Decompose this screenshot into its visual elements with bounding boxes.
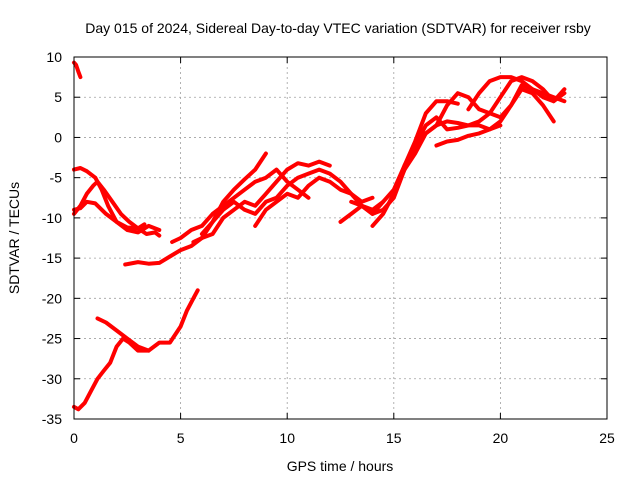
series-track-14 xyxy=(434,87,556,148)
series-track-8 xyxy=(199,167,375,236)
x-tick-label: 20 xyxy=(493,430,509,446)
series-track-6 xyxy=(170,167,311,244)
y-tick-label: -20 xyxy=(42,290,62,306)
series-track-3 xyxy=(72,166,162,238)
plot-frame xyxy=(73,56,608,420)
series-track-4 xyxy=(72,179,147,231)
series-track-7 xyxy=(191,159,332,244)
x-tick-label: 25 xyxy=(599,430,615,446)
y-tick-label: -25 xyxy=(42,331,62,347)
y-tick-label: -30 xyxy=(42,371,62,387)
x-tick-label: 15 xyxy=(386,430,402,446)
y-tick-label: -35 xyxy=(42,411,62,427)
chart-title: Day 015 of 2024, Sidereal Day-to-day VTE… xyxy=(85,20,591,36)
series-track-16 xyxy=(72,288,200,412)
series-layer xyxy=(72,60,567,412)
y-tick-label: -5 xyxy=(50,170,63,186)
y-tick-label: 5 xyxy=(54,89,62,105)
x-tick-label: 5 xyxy=(177,430,185,446)
ticks: 0 5 10 15 20 25 -35 -30 -25 -20 -15 -10 -5 0 5 10 xyxy=(42,49,615,446)
y-tick-label: -15 xyxy=(42,250,62,266)
series-track-13 xyxy=(391,75,567,196)
y-axis-label: SDTVAR / TECUs xyxy=(6,182,22,294)
series-track-1 xyxy=(72,60,83,80)
x-tick-label: 0 xyxy=(70,430,78,446)
series-track-2 xyxy=(72,199,162,235)
series-track-15 xyxy=(466,75,567,112)
y-tick-label: -10 xyxy=(42,210,62,226)
series-track-11 xyxy=(349,115,503,216)
x-axis-label: GPS time / hours xyxy=(287,458,394,474)
grid xyxy=(74,57,607,419)
series-track-17 xyxy=(95,316,151,353)
x-tick-label: 10 xyxy=(279,430,295,446)
y-tick-label: 10 xyxy=(46,49,62,65)
y-tick-label: 0 xyxy=(54,129,62,145)
